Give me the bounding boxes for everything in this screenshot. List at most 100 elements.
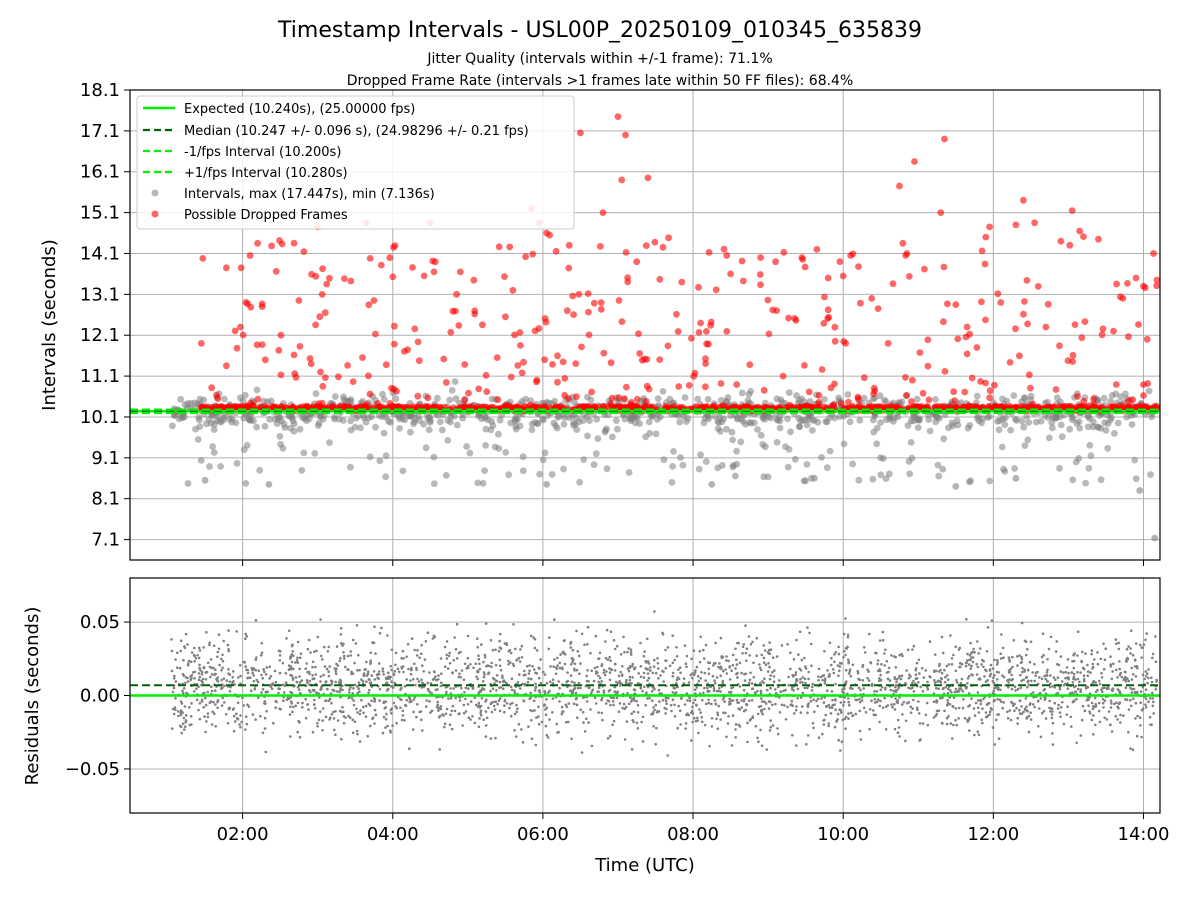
residual-point — [336, 719, 340, 722]
residual-point — [404, 703, 407, 707]
interval-point — [1056, 464, 1063, 472]
residual-point — [198, 717, 202, 721]
residual-point — [586, 642, 589, 646]
interval-point — [1136, 487, 1144, 494]
residual-point — [762, 656, 766, 660]
residual-point — [1102, 642, 1105, 646]
residual-point — [434, 675, 437, 678]
residual-point — [507, 663, 510, 666]
residual-point — [719, 636, 723, 640]
residual-point — [761, 712, 764, 716]
residual-point — [1046, 680, 1049, 683]
residual-point — [856, 671, 860, 675]
residual-point — [494, 736, 497, 740]
residual-point — [895, 680, 898, 684]
residual-point — [1026, 647, 1029, 651]
residual-point — [749, 642, 753, 646]
interval-point — [808, 474, 815, 482]
interval-point — [773, 439, 781, 446]
interval-point — [593, 415, 601, 423]
residual-point — [811, 682, 814, 686]
dropped-frame-point — [986, 387, 994, 395]
residual-point — [1049, 685, 1052, 689]
residual-point — [827, 675, 831, 678]
residual-point — [174, 658, 177, 661]
residual-point — [615, 696, 619, 700]
interval-point — [890, 414, 898, 422]
interval-point — [645, 418, 653, 426]
dropped-frame-point — [798, 254, 806, 261]
dropped-frame-point — [712, 286, 720, 294]
residual-point — [702, 648, 705, 652]
residual-point — [439, 714, 442, 718]
interval-point — [1003, 397, 1011, 405]
residual-point — [263, 700, 267, 703]
residual-point — [231, 676, 234, 679]
interval-point — [1075, 418, 1083, 425]
residual-point — [710, 725, 714, 728]
residual-point — [467, 687, 470, 690]
residual-point — [1065, 713, 1069, 716]
residual-point — [794, 671, 798, 674]
residual-point — [172, 677, 176, 680]
residual-point — [551, 711, 554, 714]
interval-point — [382, 452, 390, 460]
residual-point — [583, 643, 586, 647]
dropped-frame-point — [615, 394, 623, 402]
residual-point — [1013, 702, 1016, 706]
residual-point — [312, 703, 316, 707]
residual-point — [252, 674, 255, 677]
residual-point — [878, 668, 881, 672]
residual-point — [876, 659, 880, 662]
residual-point — [191, 671, 195, 674]
dropped-frame-point — [1090, 400, 1098, 408]
residual-point — [300, 679, 304, 682]
dropped-frame-point — [391, 322, 398, 330]
residual-point — [636, 711, 640, 714]
interval-point — [296, 425, 304, 433]
interval-point — [451, 378, 459, 385]
residual-point — [768, 641, 771, 644]
residual-point — [833, 725, 837, 729]
residual-point — [1116, 676, 1119, 679]
residual-point — [944, 675, 947, 679]
residual-point — [508, 648, 512, 652]
interval-point — [300, 449, 308, 457]
dropped-frame-point — [527, 401, 535, 409]
interval-point — [482, 425, 490, 433]
residual-point — [1101, 690, 1104, 693]
residual-point — [1140, 656, 1143, 659]
residual-point — [174, 708, 177, 712]
residual-point — [649, 666, 652, 669]
interval-point — [660, 456, 668, 464]
dropped-frame-point — [821, 293, 828, 301]
residual-point — [885, 659, 889, 663]
residual-point — [355, 707, 358, 711]
residual-point — [699, 677, 702, 680]
residual-point — [901, 713, 904, 716]
residual-point — [772, 675, 776, 678]
interval-point — [670, 448, 677, 455]
interval-point — [1020, 423, 1028, 431]
residual-point — [346, 654, 350, 658]
residual-point — [774, 702, 777, 706]
residual-point — [891, 705, 894, 709]
residual-point — [625, 678, 628, 682]
residual-point — [1097, 709, 1101, 713]
residual-point — [703, 671, 707, 675]
dropped-frame-point — [688, 335, 695, 342]
interval-point — [528, 426, 536, 434]
residual-point — [1039, 691, 1042, 695]
residual-point — [542, 670, 545, 674]
residual-point — [831, 668, 835, 671]
interval-point — [733, 447, 740, 455]
residual-point — [342, 654, 346, 658]
dropped-frame-point — [982, 379, 989, 387]
residual-point — [1094, 723, 1097, 727]
residual-point — [319, 675, 323, 678]
residual-point — [862, 706, 866, 710]
interval-point — [1089, 423, 1097, 431]
residual-point — [602, 671, 606, 674]
residual-point — [1100, 672, 1103, 675]
residual-point — [505, 702, 509, 705]
